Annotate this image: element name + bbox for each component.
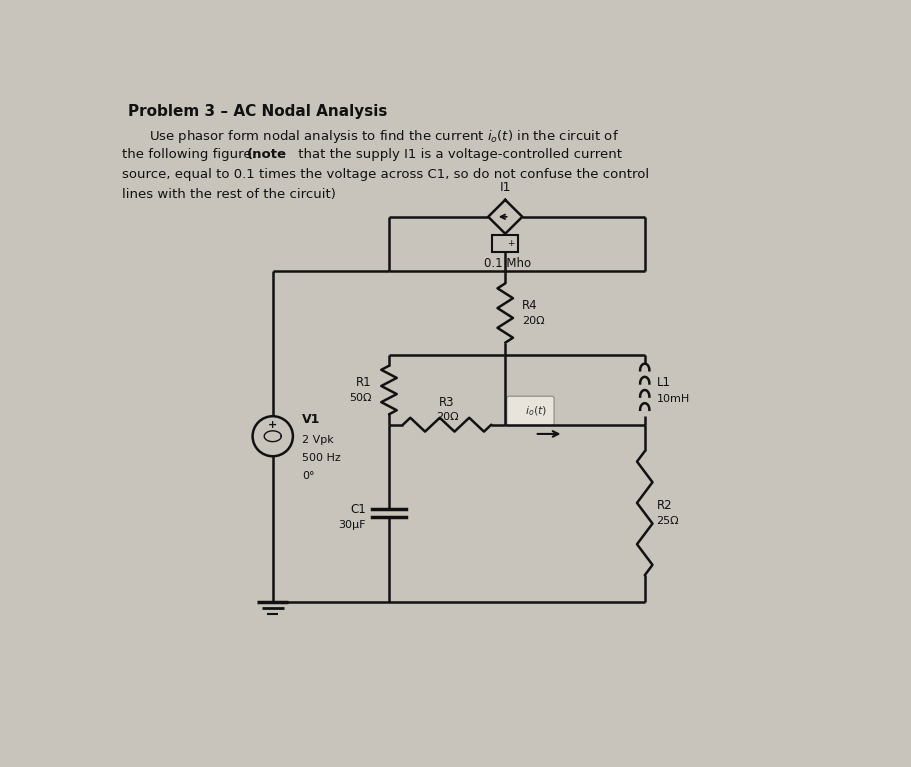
Text: R2: R2: [656, 499, 672, 512]
Text: C1: C1: [350, 503, 365, 516]
Text: 20Ω: 20Ω: [522, 316, 545, 326]
Text: 2 Vpk: 2 Vpk: [302, 435, 334, 445]
Text: 0°: 0°: [302, 470, 314, 480]
Text: R1: R1: [356, 376, 372, 389]
Text: R4: R4: [522, 299, 537, 312]
Text: the following figure.: the following figure.: [122, 148, 264, 161]
Text: 20Ω: 20Ω: [435, 413, 458, 423]
Text: 10mH: 10mH: [656, 394, 690, 404]
Text: source, equal to 0.1 times the voltage across C1, so do not confuse the control: source, equal to 0.1 times the voltage a…: [122, 168, 649, 181]
Text: L1: L1: [656, 376, 670, 389]
Text: Problem 3 – AC Nodal Analysis: Problem 3 – AC Nodal Analysis: [128, 104, 387, 119]
Text: Use phasor form nodal analysis to find the current $\mathit{i_o}$$(t)$ in the ci: Use phasor form nodal analysis to find t…: [148, 128, 619, 145]
Text: lines with the rest of the circuit): lines with the rest of the circuit): [122, 188, 335, 201]
Text: $i_o(t)$: $i_o(t)$: [525, 404, 548, 417]
Text: that the supply I1 is a voltage-controlled current: that the supply I1 is a voltage-controll…: [293, 148, 621, 161]
Text: +: +: [507, 239, 515, 249]
Text: 30μF: 30μF: [338, 520, 365, 530]
Text: R3: R3: [439, 397, 455, 410]
Text: 0.1 Mho: 0.1 Mho: [484, 257, 531, 270]
Text: 500 Hz: 500 Hz: [302, 453, 341, 463]
Bar: [492, 235, 518, 252]
FancyBboxPatch shape: [507, 397, 554, 426]
Text: I1: I1: [499, 182, 511, 195]
Text: 50Ω: 50Ω: [350, 393, 372, 403]
Text: (note: (note: [247, 148, 287, 161]
Text: +: +: [268, 420, 277, 430]
Text: 25Ω: 25Ω: [656, 516, 679, 526]
Text: V1: V1: [302, 413, 321, 426]
